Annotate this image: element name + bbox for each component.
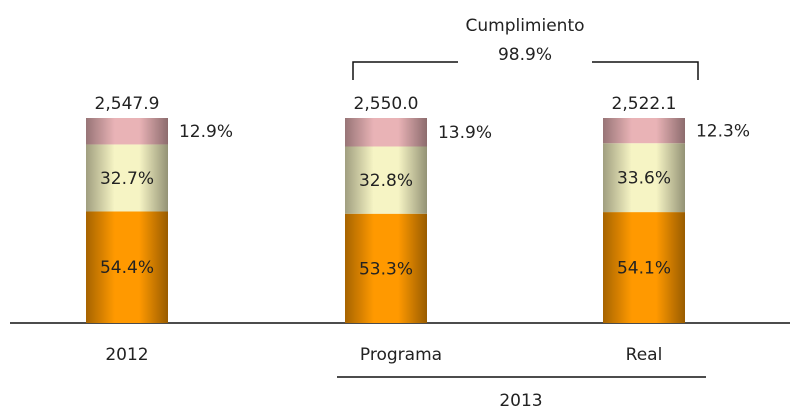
bar-shade (345, 213, 427, 323)
value-label: 12.3% (696, 122, 750, 142)
annotation-text: Cumplimiento (465, 16, 584, 36)
total-label: 2,550.0 (354, 94, 419, 114)
bar-shade (603, 143, 685, 213)
value-label: 54.4% (100, 258, 154, 278)
bracket (352, 61, 458, 80)
annotation-label: 98.9% (498, 45, 552, 65)
x-tick-label: Programa (360, 345, 442, 365)
value-label: 32.8% (359, 171, 413, 191)
bar-shade (86, 211, 168, 323)
bar-shade (86, 118, 168, 145)
group-label: 2013 (499, 391, 542, 410)
total-label: 2,522.1 (612, 94, 677, 114)
x-tick-label: Real (626, 345, 663, 365)
bar-shade (345, 118, 427, 147)
bar-shade (603, 212, 685, 323)
x-tick-label: 2012 (105, 345, 148, 365)
value-label: 12.9% (179, 122, 233, 142)
bracket (592, 61, 699, 80)
bar-shade (345, 146, 427, 214)
value-label: 54.1% (617, 259, 671, 279)
value-label: 13.9% (438, 123, 492, 143)
value-label: 33.6% (617, 169, 671, 189)
total-label: 2,547.9 (95, 94, 160, 114)
bar-shade (86, 144, 168, 212)
value-label: 53.3% (359, 259, 413, 279)
bar-shade (603, 118, 685, 144)
value-label: 32.7% (100, 169, 154, 189)
